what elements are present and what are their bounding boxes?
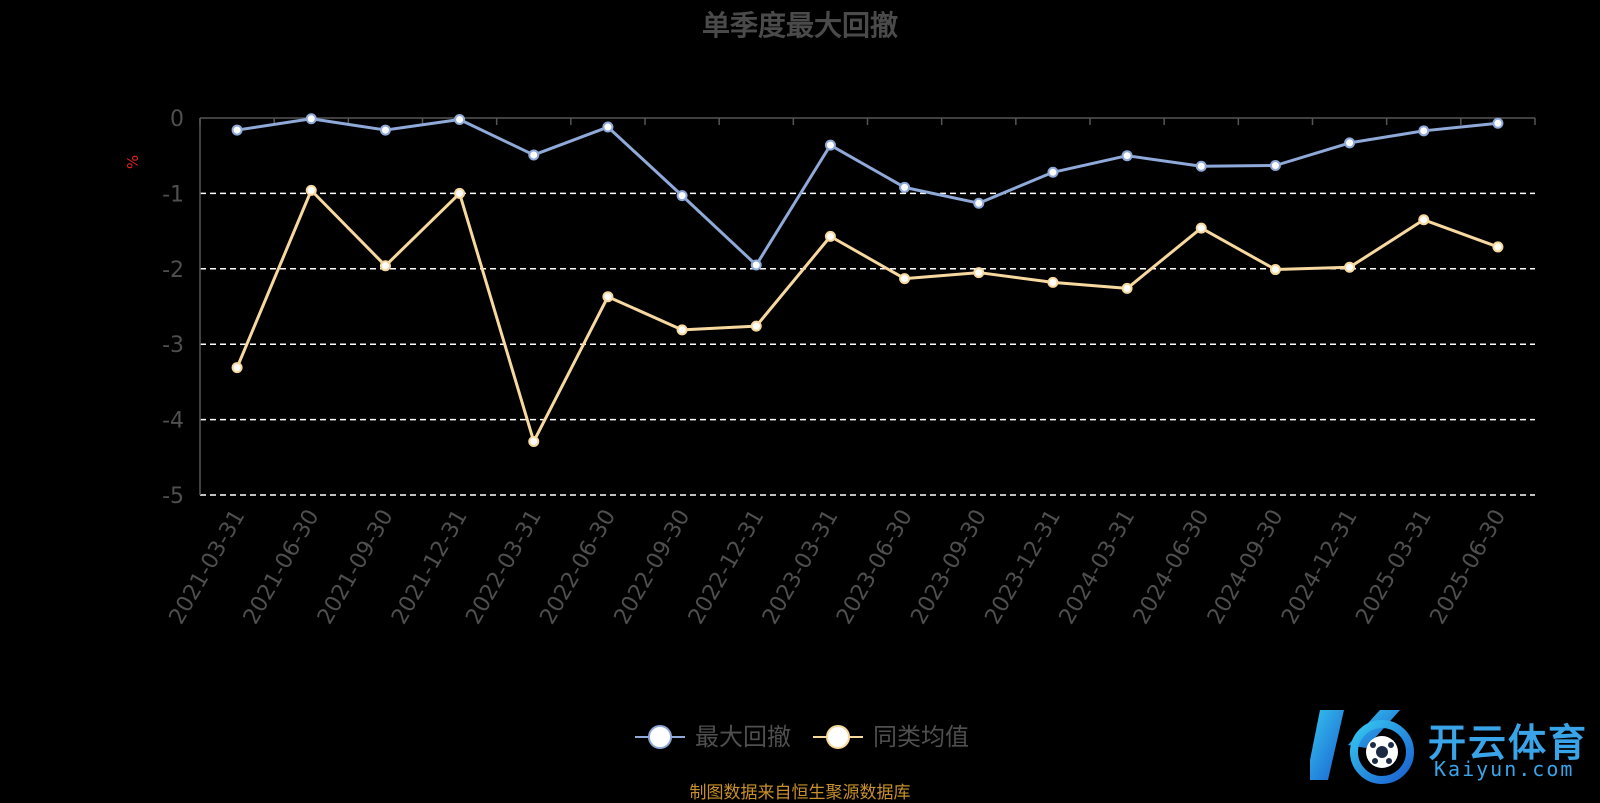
x-tick-label: 2021-06-30: [239, 506, 325, 629]
data-point: [379, 124, 391, 136]
x-tick-label: 2024-12-31: [1277, 506, 1363, 629]
data-point: [973, 267, 985, 279]
x-tick-label: 2022-03-31: [461, 506, 547, 629]
logo-icon: [1306, 710, 1414, 784]
data-point: [602, 121, 614, 133]
chart-title: 单季度最大回撤: [701, 9, 898, 42]
x-tick-label: 2022-09-30: [610, 506, 696, 629]
legend-label-1: 最大回撤: [695, 723, 791, 751]
x-tick-label: 2021-09-30: [313, 505, 399, 628]
x-tick-label: 2024-06-30: [1129, 506, 1215, 629]
data-point: [1492, 117, 1504, 129]
logo-text-cn: 开云体育: [1428, 721, 1589, 765]
x-tick-label: 2021-03-31: [165, 506, 251, 629]
data-point: [1195, 222, 1207, 234]
data-point: [899, 273, 911, 285]
source-note: 制图数据来自恒生聚源数据库: [689, 783, 911, 803]
series-line-1: [236, 117, 1499, 267]
data-point: [1121, 282, 1133, 294]
y-tick-label: -1: [162, 182, 184, 207]
legend-label-2: 同类均值: [873, 723, 969, 751]
data-point: [750, 259, 762, 271]
data-point: [676, 324, 688, 336]
y-tick-label: -3: [162, 333, 184, 358]
data-point: [750, 320, 762, 332]
data-point: [305, 184, 317, 196]
data-point: [528, 149, 540, 161]
data-point: [1047, 276, 1059, 288]
data-point: [1121, 150, 1133, 162]
data-point: [1418, 214, 1430, 226]
data-point: [1418, 125, 1430, 137]
data-point: [824, 230, 836, 242]
x-tick-label: 2022-06-30: [536, 506, 622, 629]
legend-marker-1: [648, 725, 672, 749]
data-point: [1344, 261, 1356, 273]
data-point: [454, 114, 466, 126]
x-tick-label: 2023-06-30: [832, 505, 918, 628]
y-axis-label: %: [124, 155, 142, 169]
data-point: [1269, 160, 1281, 172]
data-point: [379, 260, 391, 272]
logo-text-en: Kaiyun.com: [1434, 757, 1575, 781]
x-tick-label: 2023-09-30: [906, 506, 992, 629]
x-tick-label: 2023-03-31: [758, 506, 844, 629]
data-point: [231, 362, 243, 374]
data-point: [528, 435, 540, 447]
x-tick-label: 2023-12-31: [981, 506, 1067, 629]
series-line-2: [235, 188, 1499, 443]
data-point: [973, 197, 985, 209]
y-tick-label: -4: [162, 409, 184, 434]
data-point: [305, 113, 317, 125]
data-point: [602, 291, 614, 303]
data-point: [899, 181, 911, 193]
x-tick-label: 2025-03-31: [1351, 506, 1437, 629]
data-point: [1195, 160, 1207, 172]
y-tick-label: -2: [162, 258, 184, 283]
data-point: [1269, 264, 1281, 276]
x-tick-label: 2022-12-31: [684, 506, 770, 629]
legend-marker-2: [826, 725, 850, 749]
data-point: [1344, 137, 1356, 149]
x-tick-label: 2024-03-31: [1055, 506, 1141, 629]
data-point: [824, 139, 836, 151]
y-tick-label: 0: [170, 107, 184, 132]
data-point: [676, 190, 688, 202]
data-point: [1047, 166, 1059, 178]
data-point: [454, 187, 466, 199]
data-point: [1492, 241, 1504, 253]
y-tick-label: -5: [162, 484, 184, 509]
x-tick-label: 2021-12-31: [387, 506, 473, 629]
x-tick-label: 2024-09-30: [1203, 506, 1289, 629]
brand-logo: 开云体育 Kaiyun.com: [1306, 700, 1590, 790]
data-point: [231, 124, 243, 136]
x-tick-label: 2025-06-30: [1426, 506, 1512, 629]
